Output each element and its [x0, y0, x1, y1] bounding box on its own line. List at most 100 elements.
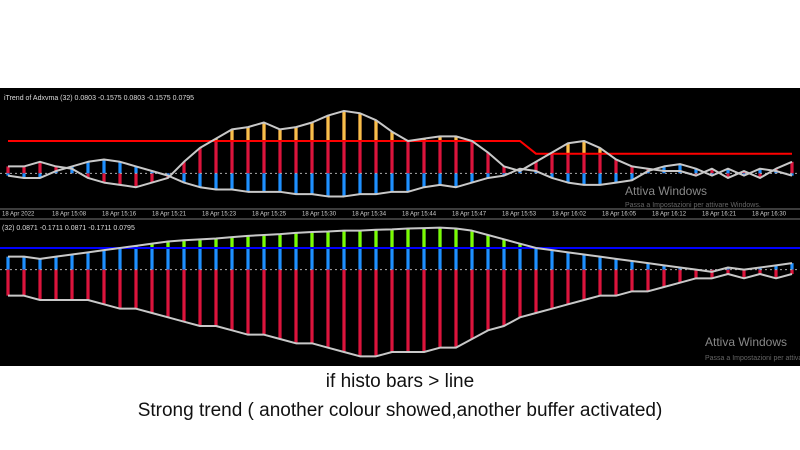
histogram-bar — [630, 261, 634, 270]
histogram-bar — [598, 173, 602, 185]
histogram-bar — [342, 230, 346, 270]
strong-trend-bar — [518, 243, 522, 248]
histogram-bar — [678, 164, 682, 174]
strong-trend-bar — [454, 136, 458, 141]
histogram-bar — [582, 173, 586, 185]
histogram-bar — [630, 173, 634, 181]
histogram-bar — [470, 140, 474, 174]
histogram-bar — [54, 256, 58, 270]
strong-trend-bar — [166, 241, 170, 248]
histogram-bar — [614, 173, 618, 183]
histogram-bar — [6, 269, 10, 296]
histogram-bar — [278, 269, 282, 339]
histogram-bar — [534, 248, 538, 270]
histogram-bar — [262, 173, 266, 192]
histogram-bar — [726, 168, 730, 174]
histogram-bar — [150, 269, 154, 313]
histogram-bar — [566, 252, 570, 270]
time-label: 18 Apr 15:53 — [502, 212, 537, 218]
histogram-bar — [694, 269, 698, 279]
strong-trend-bar — [214, 138, 218, 141]
histogram-bar — [166, 241, 170, 270]
histogram-bar — [38, 173, 42, 178]
strong-trend-bar — [310, 231, 314, 248]
histogram-bar — [246, 127, 250, 174]
histogram-bar — [230, 237, 234, 270]
histogram-bar — [262, 235, 266, 270]
histogram-bar — [102, 173, 106, 183]
histogram-bar — [118, 248, 122, 270]
histogram-bar — [214, 269, 218, 326]
time-label: 18 Apr 15:16 — [102, 212, 137, 218]
histogram-bar — [390, 131, 394, 174]
histogram-bar — [566, 269, 570, 305]
histogram-bar — [406, 173, 410, 192]
histogram-bar — [374, 269, 378, 357]
strong-trend-bar — [358, 113, 362, 141]
histogram-bar — [294, 269, 298, 344]
histogram-bar — [486, 152, 490, 174]
histogram-bar — [134, 269, 138, 309]
histogram-bar — [646, 263, 650, 270]
histogram-bar — [486, 173, 490, 178]
histogram-bar — [614, 258, 618, 270]
strong-trend-bar — [454, 228, 458, 248]
histogram-bar — [38, 161, 42, 174]
histogram-bar — [598, 147, 602, 174]
histogram-bar — [6, 166, 10, 174]
histogram-bar — [374, 229, 378, 270]
envelope-line — [7, 158, 793, 198]
histogram-bar — [310, 122, 314, 174]
strong-trend-bar — [566, 143, 570, 154]
histogram-bar — [758, 168, 762, 174]
histogram-bar — [710, 173, 714, 176]
strong-trend-bar — [374, 229, 378, 248]
histogram-bar — [726, 267, 730, 270]
histogram-bar — [118, 269, 122, 309]
histogram-bar — [70, 254, 74, 270]
strong-trend-bar — [262, 235, 266, 248]
histogram-bar — [278, 173, 282, 192]
histogram-bar — [758, 173, 762, 178]
histogram-bar — [742, 173, 746, 176]
histogram-bar — [310, 269, 314, 344]
histogram-bar — [166, 173, 170, 176]
histogram-bar — [454, 228, 458, 270]
histogram-bar — [790, 269, 794, 274]
histogram-bar — [198, 239, 202, 270]
histogram-bar — [150, 171, 154, 174]
histogram-bar — [694, 173, 698, 176]
histogram-bar — [150, 173, 154, 183]
histogram-bar — [22, 166, 26, 174]
histogram-bar — [422, 269, 426, 352]
histogram-bar — [166, 269, 170, 318]
histogram-bar — [502, 166, 506, 174]
strong-trend-bar — [310, 122, 314, 141]
histogram-bar — [38, 269, 42, 300]
strong-trend-bar — [486, 235, 490, 248]
histogram-bar — [550, 250, 554, 270]
time-label: 18 Apr 15:08 — [52, 212, 87, 218]
histogram-bar — [326, 115, 330, 174]
time-label: 18 Apr 15:30 — [302, 212, 337, 218]
histogram-bar — [182, 240, 186, 270]
strong-trend-bar — [246, 127, 250, 141]
histogram-bar — [182, 269, 186, 322]
histogram-bar — [22, 173, 26, 178]
time-label: 18 Apr 16:21 — [702, 212, 737, 218]
watermark-title: Attiva Windows — [625, 184, 707, 198]
histogram-bar — [294, 173, 298, 195]
histogram-bar — [710, 269, 714, 279]
histogram-bar — [502, 269, 506, 326]
strong-trend-bar — [598, 147, 602, 154]
histogram-bar — [774, 265, 778, 270]
histogram-bar — [86, 161, 90, 174]
histogram-bar — [726, 269, 730, 274]
histogram-bar — [550, 152, 554, 174]
envelope-line — [8, 273, 793, 358]
strong-trend-bar — [406, 228, 410, 248]
histogram-bar — [470, 173, 474, 183]
histogram-bar — [326, 269, 330, 348]
histogram-bar — [86, 269, 90, 300]
